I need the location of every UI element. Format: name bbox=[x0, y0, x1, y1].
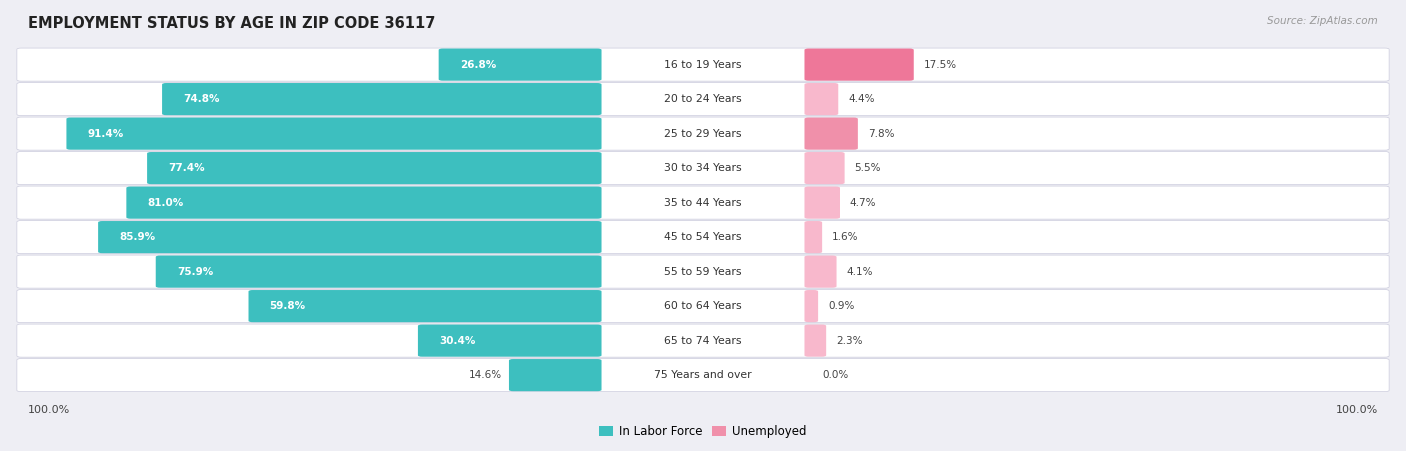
Text: 17.5%: 17.5% bbox=[924, 60, 956, 69]
FancyBboxPatch shape bbox=[17, 83, 1389, 115]
FancyBboxPatch shape bbox=[804, 118, 858, 150]
FancyBboxPatch shape bbox=[249, 290, 602, 322]
Text: 55 to 59 Years: 55 to 59 Years bbox=[664, 267, 742, 276]
FancyBboxPatch shape bbox=[804, 83, 838, 115]
Text: 30 to 34 Years: 30 to 34 Years bbox=[664, 163, 742, 173]
FancyBboxPatch shape bbox=[98, 221, 602, 253]
FancyBboxPatch shape bbox=[66, 118, 602, 150]
Text: 75 Years and over: 75 Years and over bbox=[654, 370, 752, 380]
Text: 30.4%: 30.4% bbox=[439, 336, 475, 345]
FancyBboxPatch shape bbox=[418, 325, 602, 357]
FancyBboxPatch shape bbox=[17, 359, 1389, 391]
FancyBboxPatch shape bbox=[162, 83, 602, 115]
FancyBboxPatch shape bbox=[156, 256, 602, 288]
Text: 59.8%: 59.8% bbox=[270, 301, 305, 311]
Text: 4.7%: 4.7% bbox=[849, 198, 876, 207]
FancyBboxPatch shape bbox=[804, 325, 827, 357]
FancyBboxPatch shape bbox=[17, 152, 1389, 184]
Text: 4.1%: 4.1% bbox=[846, 267, 873, 276]
Text: 65 to 74 Years: 65 to 74 Years bbox=[664, 336, 742, 345]
Text: 60 to 64 Years: 60 to 64 Years bbox=[664, 301, 742, 311]
Text: 100.0%: 100.0% bbox=[28, 405, 70, 415]
FancyBboxPatch shape bbox=[804, 187, 839, 219]
FancyBboxPatch shape bbox=[439, 49, 602, 81]
Text: 5.5%: 5.5% bbox=[855, 163, 882, 173]
Text: 1.6%: 1.6% bbox=[832, 232, 859, 242]
Text: 91.4%: 91.4% bbox=[87, 129, 124, 138]
Text: 0.9%: 0.9% bbox=[828, 301, 855, 311]
FancyBboxPatch shape bbox=[17, 48, 1389, 81]
Text: 2.3%: 2.3% bbox=[837, 336, 862, 345]
Text: 75.9%: 75.9% bbox=[177, 267, 214, 276]
FancyBboxPatch shape bbox=[804, 152, 845, 184]
FancyBboxPatch shape bbox=[17, 221, 1389, 253]
Text: 16 to 19 Years: 16 to 19 Years bbox=[664, 60, 742, 69]
Text: 35 to 44 Years: 35 to 44 Years bbox=[664, 198, 742, 207]
FancyBboxPatch shape bbox=[148, 152, 602, 184]
FancyBboxPatch shape bbox=[17, 117, 1389, 150]
Text: 20 to 24 Years: 20 to 24 Years bbox=[664, 94, 742, 104]
Text: Source: ZipAtlas.com: Source: ZipAtlas.com bbox=[1267, 16, 1378, 26]
FancyBboxPatch shape bbox=[17, 290, 1389, 322]
Text: 85.9%: 85.9% bbox=[120, 232, 155, 242]
FancyBboxPatch shape bbox=[127, 187, 602, 219]
FancyBboxPatch shape bbox=[804, 256, 837, 288]
Text: 100.0%: 100.0% bbox=[1336, 405, 1378, 415]
Text: 74.8%: 74.8% bbox=[183, 94, 219, 104]
FancyBboxPatch shape bbox=[17, 324, 1389, 357]
Text: 7.8%: 7.8% bbox=[868, 129, 894, 138]
FancyBboxPatch shape bbox=[509, 359, 602, 391]
FancyBboxPatch shape bbox=[804, 290, 818, 322]
FancyBboxPatch shape bbox=[804, 49, 914, 81]
Legend: In Labor Force, Unemployed: In Labor Force, Unemployed bbox=[595, 420, 811, 443]
Text: 45 to 54 Years: 45 to 54 Years bbox=[664, 232, 742, 242]
Text: 81.0%: 81.0% bbox=[148, 198, 184, 207]
Text: 25 to 29 Years: 25 to 29 Years bbox=[664, 129, 742, 138]
Text: 14.6%: 14.6% bbox=[468, 370, 502, 380]
Text: 77.4%: 77.4% bbox=[169, 163, 205, 173]
FancyBboxPatch shape bbox=[804, 221, 823, 253]
Text: EMPLOYMENT STATUS BY AGE IN ZIP CODE 36117: EMPLOYMENT STATUS BY AGE IN ZIP CODE 361… bbox=[28, 16, 436, 31]
Text: 26.8%: 26.8% bbox=[460, 60, 496, 69]
FancyBboxPatch shape bbox=[17, 255, 1389, 288]
Text: 0.0%: 0.0% bbox=[823, 370, 849, 380]
FancyBboxPatch shape bbox=[17, 186, 1389, 219]
Text: 4.4%: 4.4% bbox=[848, 94, 875, 104]
